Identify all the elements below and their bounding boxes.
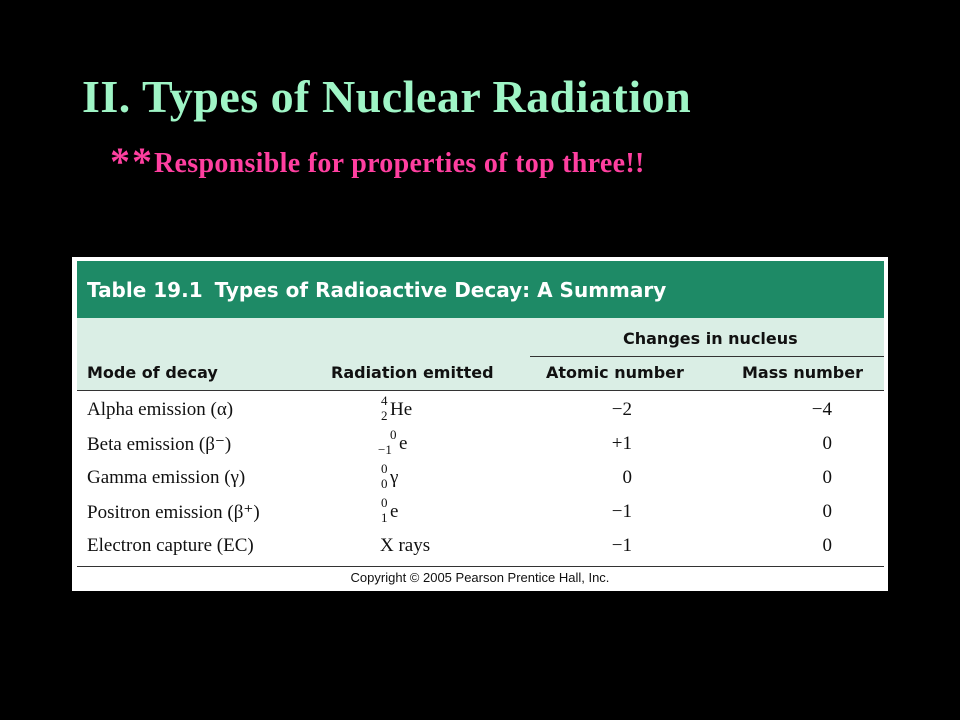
table-header-band	[77, 318, 884, 391]
table-number: Table 19.1	[87, 277, 203, 302]
decay-summary-table: Table 19.1 Types of Radioactive Decay: A…	[72, 257, 888, 591]
col-header-mass: Mass number	[742, 363, 863, 382]
row-5-mass: 0	[822, 535, 833, 556]
row-4-mode: Positron emission (β⁺)	[87, 502, 260, 523]
row-3-mode: Gamma emission (γ)	[87, 467, 246, 488]
row-1-mass: −4	[811, 399, 832, 420]
col-header-mode: Mode of decay	[87, 363, 218, 382]
row-1-atomic: −2	[611, 399, 632, 420]
row-3-mass: 0	[822, 467, 833, 488]
row-3-atomic: 0	[622, 467, 633, 488]
table-caption: Table 19.1 Types of Radioactive Decay: A…	[77, 261, 884, 318]
footer-rule	[77, 566, 884, 567]
col-header-atomic: Atomic number	[546, 363, 684, 382]
row-5-mode: Electron capture (EC)	[87, 535, 254, 556]
row-2-mode: Beta emission (β⁻)	[87, 434, 232, 455]
row-4-atomic: −1	[611, 501, 632, 522]
subtitle-stars: **	[110, 139, 154, 184]
subtitle-text: Responsible for properties of top three!…	[154, 148, 645, 179]
slide-subtitle: **Responsible for properties of top thre…	[110, 138, 645, 185]
row-2-atomic: +1	[611, 433, 632, 454]
copyright-note: Copyright © 2005 Pearson Prentice Hall, …	[350, 570, 610, 585]
row-4-mass: 0	[822, 501, 833, 522]
header-rule	[77, 390, 884, 391]
group-header-rule	[530, 356, 884, 357]
table-title: Types of Radioactive Decay: A Summary	[214, 277, 667, 302]
col-header-radiation: Radiation emitted	[331, 363, 494, 382]
row-1-mode: Alpha emission (α)	[87, 399, 234, 420]
slide-title: II. Types of Nuclear Radiation	[82, 71, 692, 122]
row-5-atomic: −1	[611, 535, 632, 556]
row-5-radiation: X rays	[380, 535, 431, 556]
row-2-mass: 0	[822, 433, 833, 454]
group-header-changes: Changes in nucleus	[623, 329, 798, 348]
